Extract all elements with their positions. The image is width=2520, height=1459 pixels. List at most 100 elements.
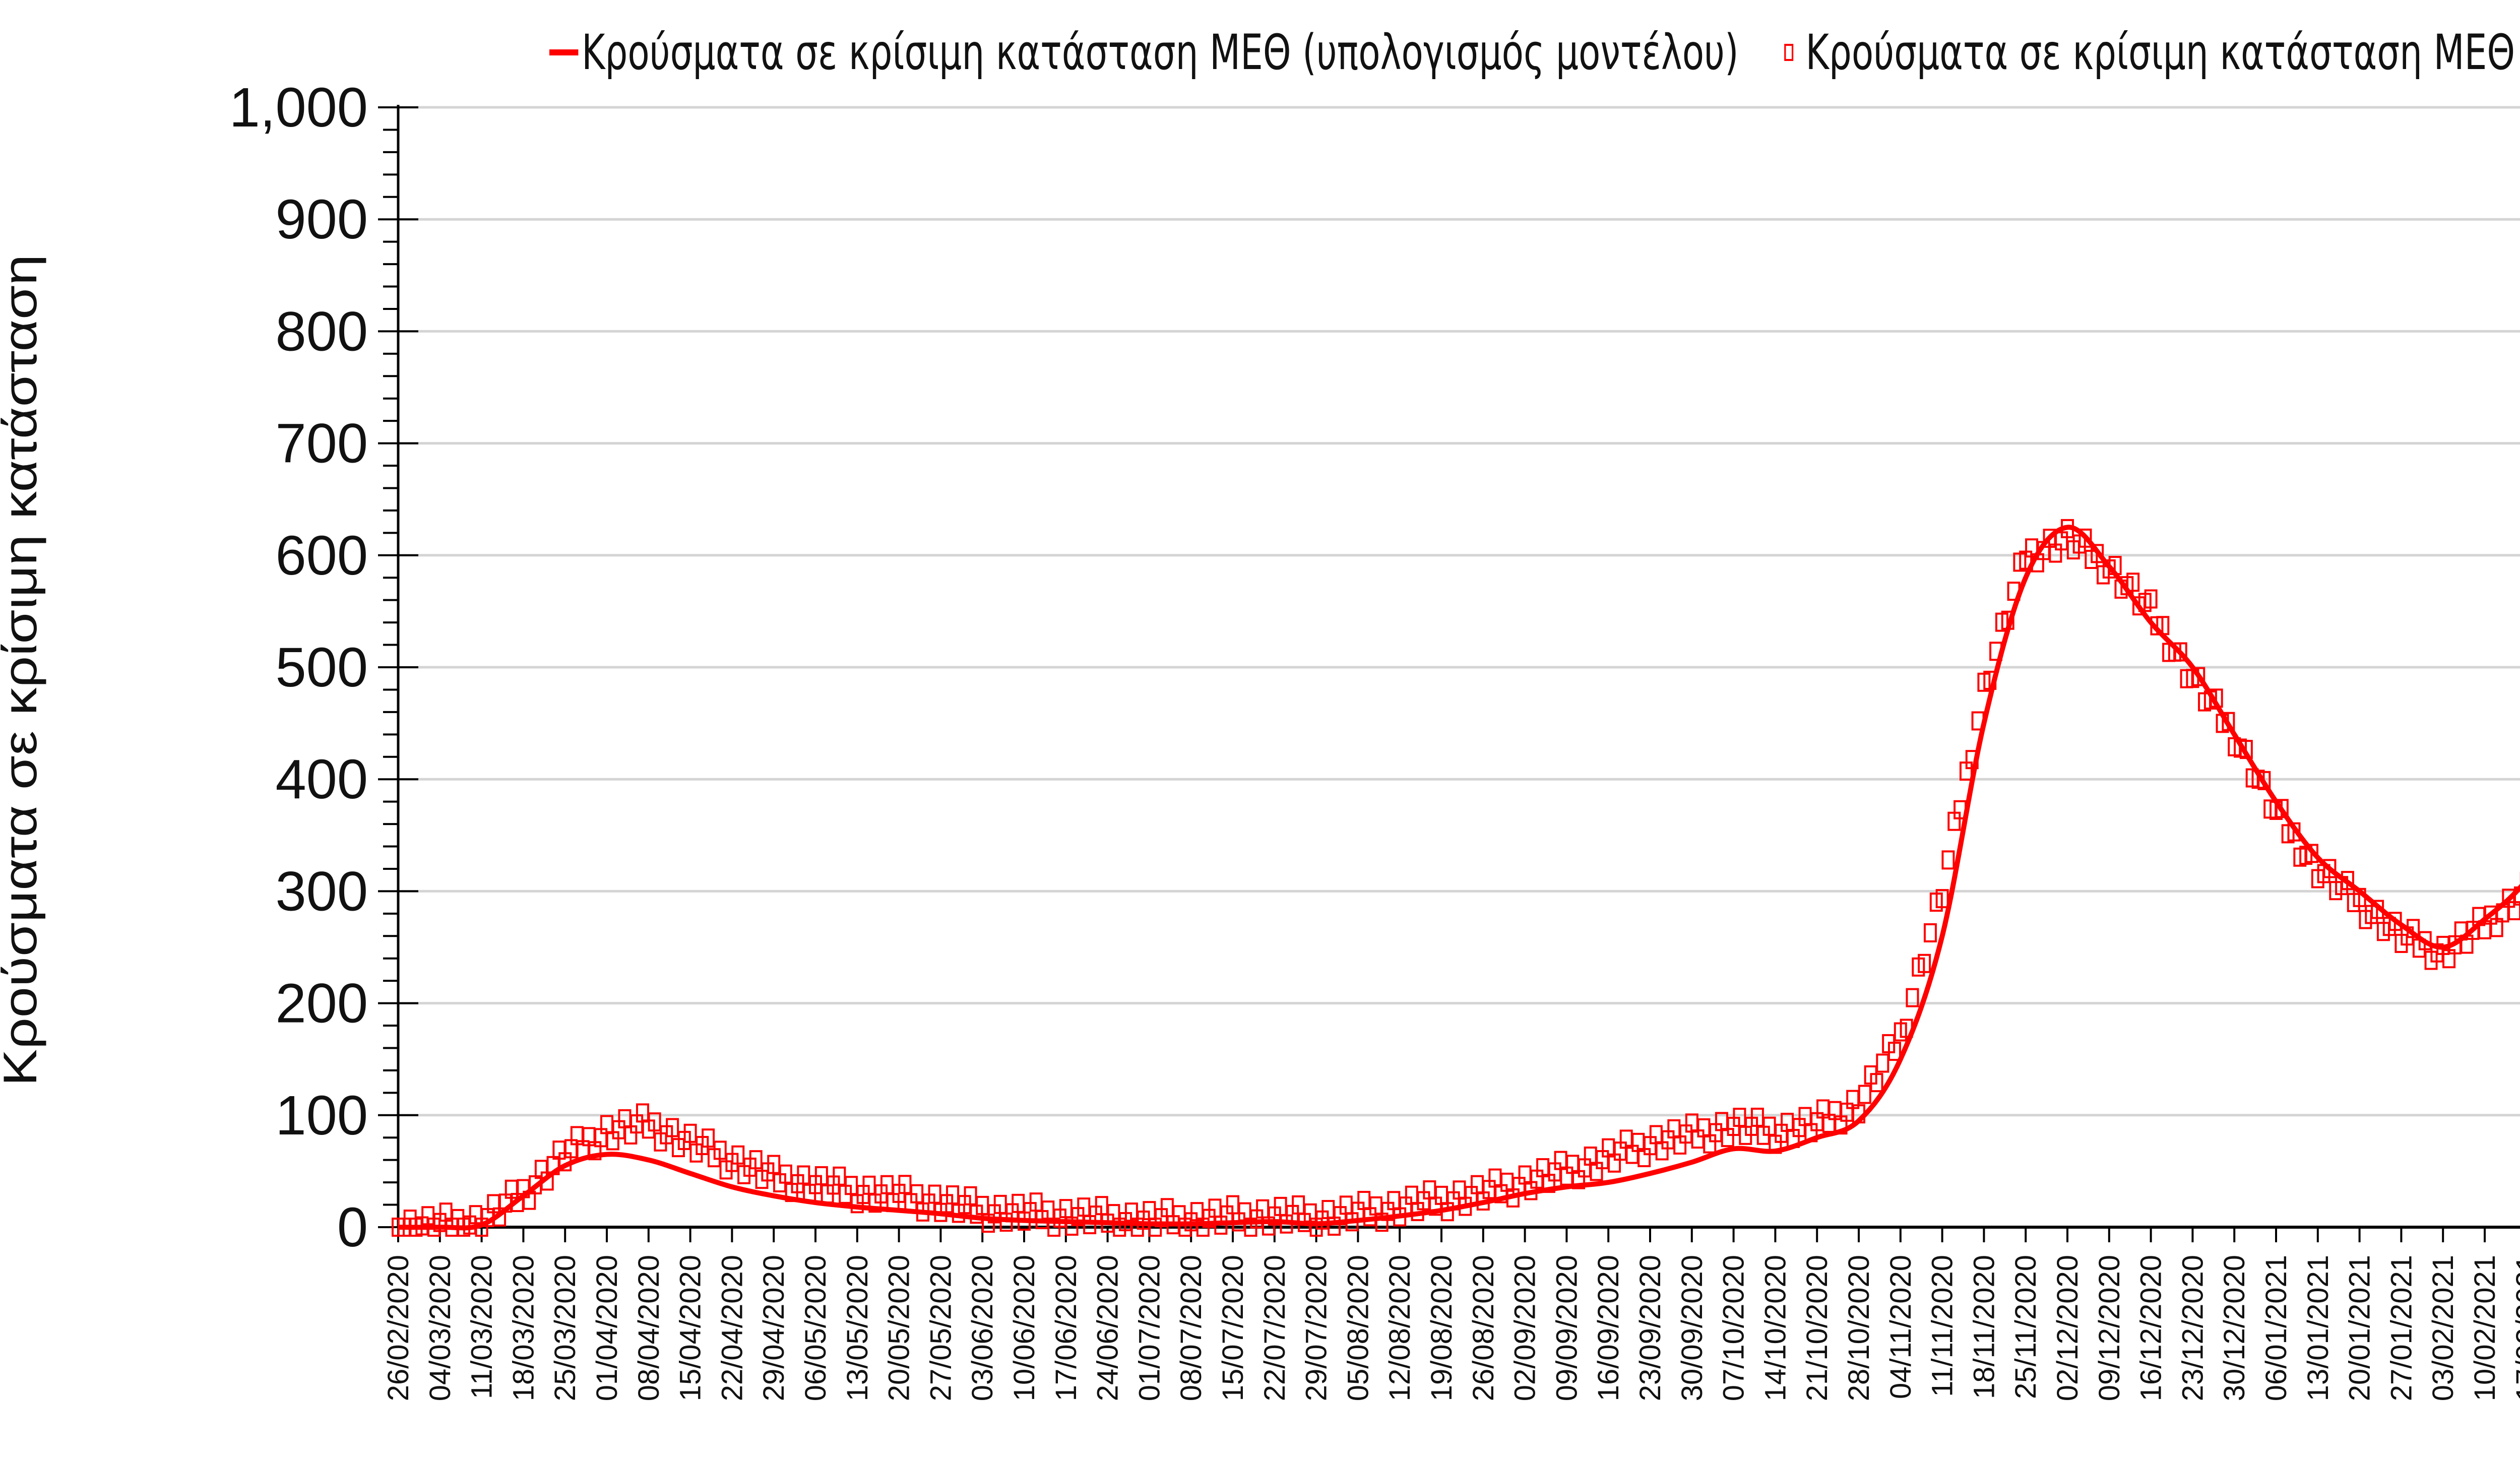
x-tick-label: 13/01/2021	[2302, 1255, 2335, 1401]
confirmed-marker	[1876, 1053, 1889, 1073]
x-tick-label: 26/08/2020	[1467, 1255, 1500, 1401]
confirmed-marker	[779, 1164, 792, 1184]
confirmed-marker	[2091, 544, 2104, 563]
confirmed-marker	[702, 1128, 715, 1148]
y-tick-label: 100	[275, 1085, 368, 1147]
x-tick-label: 17/06/2020	[1050, 1255, 1083, 1401]
x-tick-label: 05/08/2020	[1342, 1255, 1374, 1401]
x-tick-label: 22/04/2020	[716, 1255, 748, 1401]
y-tick-label: 800	[275, 300, 368, 362]
x-tick-label: 23/09/2020	[1634, 1255, 1667, 1401]
confirmed-marker	[648, 1112, 661, 1132]
x-tick-label: 22/07/2020	[1258, 1255, 1291, 1401]
x-tick-label: 18/03/2020	[507, 1255, 540, 1401]
x-tick-label: 01/07/2020	[1133, 1255, 1166, 1401]
confirmed-marker	[1918, 954, 1931, 973]
confirmed-marker	[1858, 1085, 1871, 1104]
confirmed-marker	[2222, 712, 2235, 731]
x-tick-label: 09/12/2020	[2093, 1255, 2126, 1401]
confirmed-marker	[1906, 988, 1919, 1007]
y-tick-label: 400	[275, 748, 368, 810]
x-tick-label: 11/03/2020	[466, 1255, 498, 1399]
x-tick-label: 21/10/2020	[1801, 1255, 1834, 1401]
x-tick-label: 29/04/2020	[758, 1255, 790, 1401]
x-tick-label: 30/12/2020	[2218, 1255, 2251, 1401]
confirmed-marker	[767, 1155, 781, 1174]
confirmed-marker	[731, 1145, 745, 1165]
confirmed-marker	[666, 1118, 679, 1137]
confirmed-marker	[713, 1140, 727, 1160]
confirmed-marker	[2275, 799, 2289, 818]
x-tick-label: 27/01/2021	[2385, 1255, 2418, 1401]
x-tick-label: 23/12/2020	[2176, 1255, 2209, 1401]
y-tick-label: 300	[275, 860, 368, 922]
x-tick-label: 15/04/2020	[674, 1255, 707, 1401]
x-tick-label: 10/02/2021	[2469, 1255, 2501, 1401]
square-marker-icon	[1784, 44, 1793, 61]
confirmed-marker	[2388, 912, 2402, 931]
confirmed-marker	[2126, 573, 2140, 592]
legend-label-confirmed: Κρούσματα σε κρίσιμη κατάσταση ΜΕΘ (επιβ…	[1805, 24, 2520, 81]
x-tick-label: 30/09/2020	[1676, 1255, 1709, 1401]
x-tick-label: 14/10/2020	[1759, 1255, 1792, 1401]
x-tick-label: 20/05/2020	[883, 1255, 916, 1401]
x-tick-label: 24/06/2020	[1092, 1255, 1124, 1401]
legend-item-model: Κρούσματα σε κρίσιμη κατάσταση ΜΕΘ (υπολ…	[549, 24, 1739, 81]
x-tick-label: 02/12/2020	[2051, 1255, 2084, 1401]
confirmed-marker	[2144, 589, 2158, 609]
confirmed-marker	[1870, 1073, 1883, 1093]
x-tick-label: 04/11/2020	[1884, 1255, 1917, 1399]
x-tick-label: 27/05/2020	[924, 1255, 957, 1401]
line-marker-icon	[549, 49, 579, 55]
confirmed-marker	[1923, 923, 1937, 942]
x-tick-label: 29/07/2020	[1300, 1255, 1333, 1401]
legend: Κρούσματα σε κρίσιμη κατάσταση ΜΕΘ (υπολ…	[549, 24, 2520, 81]
confirmed-marker	[683, 1123, 697, 1143]
confirmed-marker	[2174, 642, 2187, 662]
confirmed-marker	[1887, 1042, 1901, 1061]
y-tick-label: 200	[275, 973, 368, 1035]
confirmed-marker	[946, 1185, 960, 1205]
x-tick-label: 02/09/2020	[1509, 1255, 1542, 1401]
confirmed-marker	[2192, 667, 2206, 686]
confirmed-marker	[1935, 889, 1949, 909]
confirmed-markers	[392, 519, 2520, 1237]
legend-item-confirmed: Κρούσματα σε κρίσιμη κατάσταση ΜΕΘ (επιβ…	[1784, 24, 2520, 81]
legend-label-model: Κρούσματα σε κρίσιμη κατάσταση ΜΕΘ (υπολ…	[581, 24, 1739, 81]
x-tick-label: 16/09/2020	[1592, 1255, 1625, 1401]
x-tick-label: 08/04/2020	[633, 1255, 665, 1401]
gridlines	[398, 106, 2520, 1117]
x-tick-label: 06/05/2020	[799, 1255, 832, 1401]
x-axis: 26/02/2020 04/03/2020 11/03/2020 18/03/2020…	[382, 1226, 2520, 1401]
confirmed-marker	[2078, 528, 2092, 548]
x-tick-label: 18/11/2020	[1968, 1255, 2000, 1399]
x-tick-label: 04/03/2020	[424, 1255, 457, 1401]
x-tick-label: 06/01/2021	[2260, 1255, 2293, 1401]
y-tick-label: 600	[275, 525, 368, 587]
x-tick-label: 10/06/2020	[1008, 1255, 1041, 1401]
x-tick-label: 20/01/2021	[2344, 1255, 2376, 1401]
x-tick-label: 28/10/2020	[1843, 1255, 1875, 1401]
x-tick-label: 03/06/2020	[966, 1255, 999, 1401]
y-axis: 0 100 200 300 400 500 600 700 800 900 1,000	[229, 77, 418, 1258]
confirmed-marker	[797, 1165, 810, 1185]
x-tick-label: 25/11/2020	[2009, 1255, 2042, 1399]
y-tick-label: 700	[275, 413, 368, 475]
y-tick-label: 0	[337, 1196, 368, 1258]
x-tick-label: 25/03/2020	[549, 1255, 582, 1401]
model-line	[398, 525, 2520, 1231]
x-tick-label: 07/10/2020	[1718, 1255, 1750, 1401]
confirmed-marker	[1941, 850, 1955, 870]
y-tick-label: 1,000	[229, 77, 368, 139]
x-tick-label: 12/08/2020	[1383, 1255, 1416, 1401]
x-tick-label: 15/07/2020	[1217, 1255, 1249, 1401]
x-tick-label: 17/02/2021	[2510, 1255, 2520, 1401]
confirmed-marker	[964, 1186, 977, 1206]
x-tick-label: 13/05/2020	[841, 1255, 874, 1401]
x-tick-label: 11/11/2020	[1926, 1255, 1959, 1397]
y-tick-label: 900	[275, 188, 368, 250]
x-tick-label: 08/07/2020	[1175, 1255, 1208, 1401]
confirmed-marker	[749, 1150, 763, 1170]
